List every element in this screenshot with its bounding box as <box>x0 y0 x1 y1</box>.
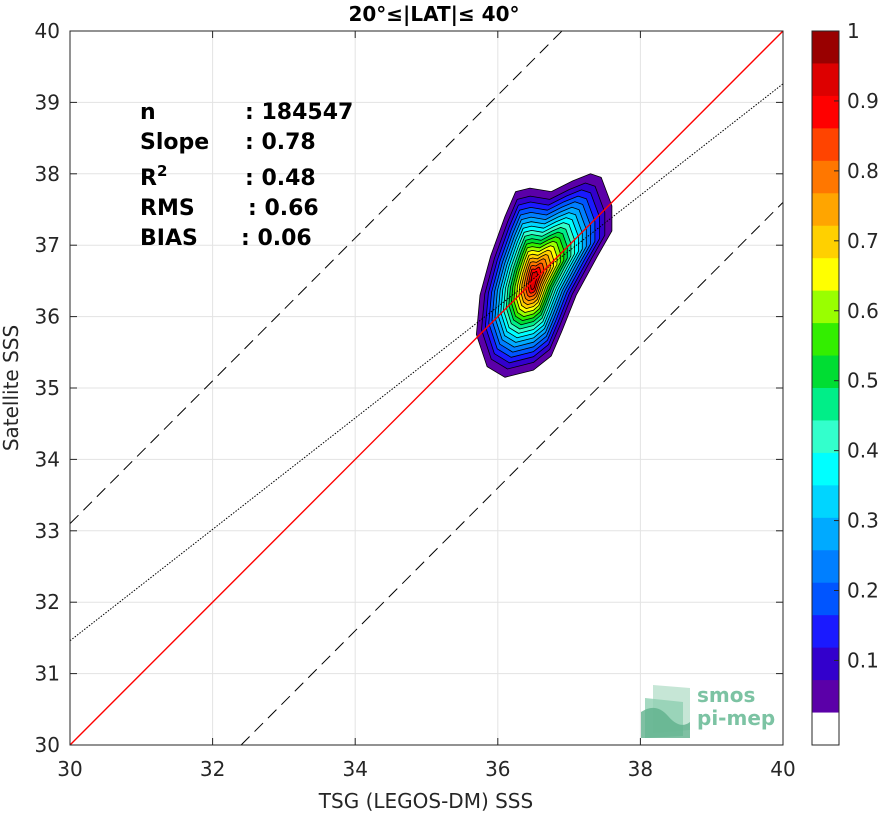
smos-pi-mep-logo: smos pi-mep <box>641 683 775 738</box>
y-axis-ticks: 30 31 32 33 34 35 36 37 38 39 40 <box>35 19 783 757</box>
logo-text-line2: pi-mep <box>697 706 775 730</box>
stat-label: BIAS <box>140 226 198 251</box>
colorbar-swatch <box>812 517 839 551</box>
x-tick-label: 30 <box>57 757 82 781</box>
colorbar-tick-label: 0.5 <box>847 369 879 393</box>
colorbar: 0.1 0.2 0.3 0.4 0.5 0.6 0.7 0.8 0.9 1 <box>811 19 879 746</box>
colorbar-swatch <box>812 323 839 357</box>
logo-text-line1: smos <box>697 683 755 707</box>
reference-lines <box>69 30 784 746</box>
colorbar-swatch <box>812 128 839 162</box>
stat-value: : 0.78 <box>245 130 316 155</box>
stat-value: : 0.66 <box>248 196 319 221</box>
y-tick-label: 32 <box>35 590 60 614</box>
density-contours <box>475 173 613 378</box>
x-tick-label: 40 <box>770 757 795 781</box>
stat-value: : 184547 <box>245 100 353 125</box>
stat-label-superscript: 2 <box>157 162 167 180</box>
colorbar-swatch <box>812 160 839 194</box>
y-tick-label: 36 <box>35 305 60 329</box>
colorbar-swatch <box>812 290 839 324</box>
y-tick-label: 34 <box>35 447 60 471</box>
y-axis-label: Satellite SSS <box>0 325 23 451</box>
colorbar-swatch <box>812 193 839 227</box>
colorbar-swatch <box>812 680 839 714</box>
regression-line <box>69 83 784 642</box>
colorbar-tick-label: 0.2 <box>847 579 879 603</box>
stat-label: n <box>140 100 156 125</box>
x-tick-label: 38 <box>628 757 653 781</box>
y-tick-label: 40 <box>35 19 60 43</box>
logo-waves-icon <box>641 685 690 738</box>
y-tick-label: 35 <box>35 376 60 400</box>
y-tick-label: 31 <box>35 662 60 686</box>
colorbar-tick-label: 0.9 <box>847 89 879 113</box>
colorbar-swatch <box>812 420 839 454</box>
colorbar-swatch <box>812 647 839 681</box>
stat-label: RMS <box>140 196 195 221</box>
colorbar-tick-label: 1 <box>847 19 860 43</box>
colorbar-tick-label: 0.8 <box>847 159 879 183</box>
stat-value: : 0.48 <box>245 166 316 191</box>
colorbar-swatch <box>812 615 839 649</box>
colorbar-swatch <box>812 258 839 292</box>
chart-title: 20°≤|LAT|≤ 40° <box>348 2 519 26</box>
colorbar-tick-label: 0.3 <box>847 509 879 533</box>
colorbar-frame <box>811 30 840 746</box>
colorbar-swatch <box>812 225 839 259</box>
colorbar-swatch <box>812 31 839 65</box>
colorbar-swatch <box>812 485 839 519</box>
y-tick-label: 37 <box>35 233 60 257</box>
x-tick-label: 32 <box>200 757 225 781</box>
y-tick-label: 38 <box>35 162 60 186</box>
stat-label: R2 <box>140 162 167 191</box>
colorbar-swatch <box>812 355 839 389</box>
stat-label: Slope <box>140 130 209 155</box>
colorbar-tick-label: 0.6 <box>847 299 879 323</box>
x-axis-ticks: 30 32 34 36 38 40 <box>57 31 796 781</box>
colorbar-swatch <box>812 550 839 584</box>
y-tick-label: 30 <box>35 733 60 757</box>
colorbar-tick-label: 0.7 <box>847 229 879 253</box>
one-to-one-line <box>69 30 784 746</box>
colorbar-swatch <box>812 63 839 97</box>
y-tick-label: 33 <box>35 519 60 543</box>
x-tick-label: 34 <box>342 757 367 781</box>
colorbar-swatch <box>812 582 839 616</box>
colorbar-tick-label: 0.4 <box>847 439 879 463</box>
y-tick-label: 39 <box>35 90 60 114</box>
colorbar-tick-label: 0.1 <box>847 648 879 672</box>
offset-dashed-line <box>240 202 784 746</box>
colorbar-swatch <box>812 712 839 746</box>
x-tick-label: 36 <box>485 757 510 781</box>
stats-box: n : 184547 Slope : 0.78 R2 : 0.48 RMS : 0.66 BIA… <box>140 100 353 251</box>
stat-value: : 0.06 <box>241 226 312 251</box>
offset-dashed-line <box>69 30 563 525</box>
colorbar-swatch <box>812 452 839 486</box>
colorbar-swatch <box>812 388 839 422</box>
x-axis-label: TSG (LEGOS-DM) SSS <box>318 789 533 813</box>
